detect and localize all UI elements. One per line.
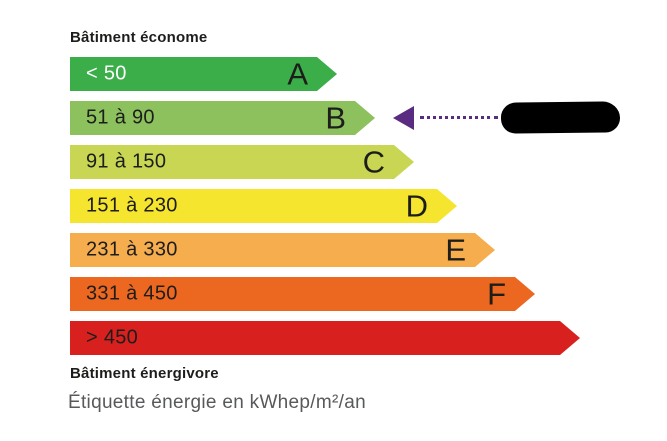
range-label-F: 331 à 450 — [86, 282, 178, 305]
range-label-G: > 450 — [86, 326, 139, 349]
arrow-tip-E — [475, 233, 495, 267]
arrow-tip-B — [355, 101, 375, 135]
energy-intensive-building-label: Bâtiment énergivore — [70, 365, 219, 382]
arrow-tip-G — [560, 321, 580, 355]
arrow-tip-C — [394, 145, 414, 179]
range-label-D: 151 à 230 — [86, 194, 178, 217]
range-label-B: 51 à 90 — [86, 106, 155, 129]
energy-bar-B: 51 à 90 B — [70, 100, 375, 136]
redacted-value-blob — [500, 101, 621, 134]
class-letter-A: A — [287, 56, 308, 92]
energy-label-caption: Étiquette énergie en kWhep/m²/an — [68, 392, 366, 413]
class-letter-D: D — [405, 188, 428, 224]
arrow-tip-F — [515, 277, 535, 311]
energy-bar-F: 331 à 450 F — [70, 276, 535, 312]
dotted-leader-line — [420, 116, 498, 119]
class-letter-C: C — [362, 144, 385, 180]
economical-building-label: Bâtiment économe — [70, 29, 208, 46]
class-letter-E: E — [445, 232, 466, 268]
energy-bar-D: 151 à 230 D — [70, 188, 457, 224]
energy-bar-G: > 450 — [70, 321, 580, 355]
rating-pointer-triangle-icon — [393, 106, 414, 130]
energy-bar-C: 91 à 150 C — [70, 144, 414, 180]
range-label-C: 91 à 150 — [86, 150, 167, 173]
class-letter-F: F — [487, 276, 506, 312]
class-letter-B: B — [325, 100, 346, 136]
energy-bar-E: 231 à 330 E — [70, 232, 495, 268]
range-label-A: < 50 — [86, 62, 127, 85]
arrow-tip-A — [317, 57, 337, 91]
range-label-E: 231 à 330 — [86, 238, 178, 261]
arrow-tip-D — [437, 189, 457, 223]
energy-bar-A: < 50 A — [70, 56, 337, 92]
